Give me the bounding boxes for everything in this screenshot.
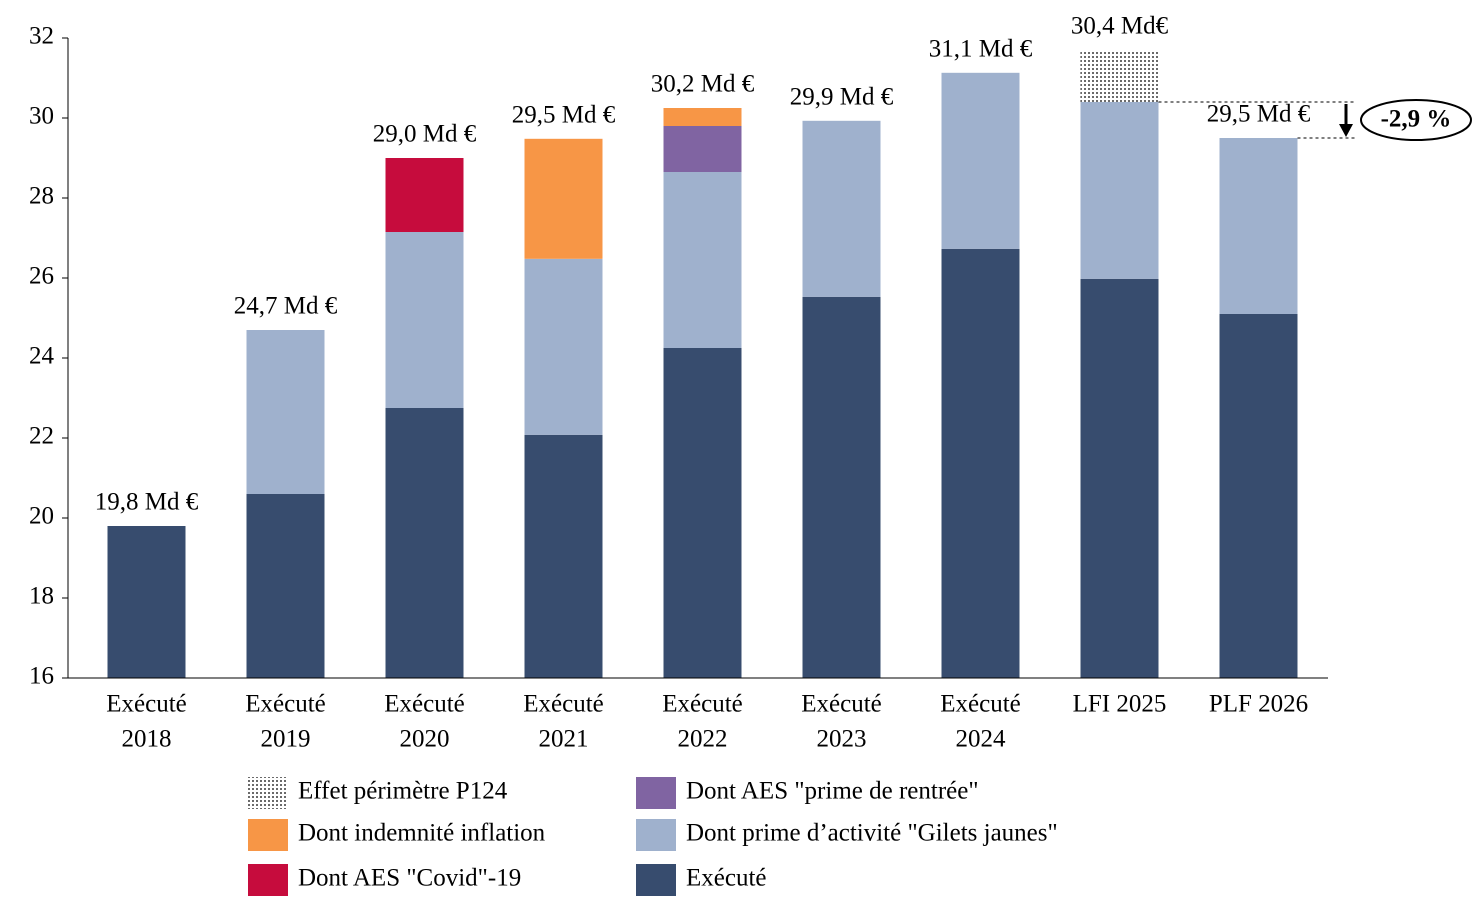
bar-segment bbox=[385, 408, 464, 678]
bar-segment bbox=[524, 258, 603, 435]
x-tick-label: Exécuté bbox=[384, 691, 465, 718]
legend-label: Exécuté bbox=[686, 865, 767, 892]
x-tick-label: Exécuté bbox=[801, 691, 882, 718]
total-label: 29,5 Md € bbox=[1207, 101, 1311, 128]
y-tick-label: 28 bbox=[29, 183, 54, 210]
arrow-head bbox=[1339, 124, 1353, 137]
bar-segment bbox=[1080, 102, 1159, 279]
annotation-ellipse bbox=[1360, 99, 1472, 141]
total-label: 30,4 Md€ bbox=[1071, 13, 1169, 40]
bar-segment bbox=[941, 72, 1020, 249]
bar-segment bbox=[663, 348, 742, 678]
total-label: 31,1 Md € bbox=[929, 36, 1033, 63]
total-label: 24,7 Md € bbox=[234, 293, 338, 320]
x-tick-label: Exécuté bbox=[106, 691, 187, 718]
total-label: 19,8 Md € bbox=[95, 489, 199, 516]
legend-swatch bbox=[636, 819, 676, 851]
bar-segment bbox=[1219, 138, 1298, 314]
x-tick-label: Exécuté bbox=[940, 691, 1021, 718]
bar-segment bbox=[246, 494, 325, 678]
x-tick-label: PLF 2026 bbox=[1209, 691, 1308, 718]
bar-segment bbox=[107, 526, 186, 678]
bar-segment bbox=[663, 126, 742, 172]
legend-label: Effet périmètre P124 bbox=[298, 778, 508, 805]
bar-segment bbox=[385, 232, 464, 408]
y-tick-label: 32 bbox=[29, 23, 54, 50]
legend-swatch bbox=[248, 777, 288, 809]
x-tick-label: 2024 bbox=[956, 726, 1007, 753]
bar-segment bbox=[385, 158, 464, 232]
annotation: -2,9 % bbox=[1381, 106, 1452, 133]
bar-segment bbox=[802, 296, 881, 678]
total-label: 29,5 Md € bbox=[512, 102, 616, 129]
bar-segment bbox=[1080, 278, 1159, 678]
legend-swatch bbox=[248, 819, 288, 851]
bar-segment bbox=[246, 330, 325, 494]
total-label: 30,2 Md € bbox=[651, 71, 755, 98]
x-tick-label: LFI 2025 bbox=[1073, 691, 1167, 718]
x-tick-label: 2022 bbox=[678, 726, 728, 753]
bar-segment bbox=[524, 434, 603, 678]
bar-segment bbox=[802, 120, 881, 297]
x-tick-label: 2023 bbox=[817, 726, 867, 753]
bar-segment bbox=[941, 248, 1020, 679]
y-tick-label: 18 bbox=[29, 583, 54, 610]
legend-swatch bbox=[636, 777, 676, 809]
y-tick-label: 16 bbox=[29, 663, 54, 690]
bar-segment bbox=[1080, 50, 1159, 102]
y-tick-label: 30 bbox=[29, 103, 54, 130]
total-label: 29,9 Md € bbox=[790, 84, 894, 111]
legend-label: Dont AES "Covid"-19 bbox=[298, 865, 521, 892]
x-tick-label: Exécuté bbox=[662, 691, 743, 718]
bar-segment bbox=[663, 108, 742, 126]
legend-label: Dont AES "prime de rentrée" bbox=[686, 778, 979, 805]
x-tick-label: 2021 bbox=[539, 726, 589, 753]
legend-label: Dont indemnité inflation bbox=[298, 820, 546, 847]
legend-label: Dont prime d’activité "Gilets jaunes" bbox=[686, 820, 1058, 847]
x-tick-label: 2020 bbox=[400, 726, 450, 753]
x-tick-label: 2019 bbox=[261, 726, 311, 753]
x-tick-label: 2018 bbox=[122, 726, 172, 753]
total-label: 29,0 Md € bbox=[373, 121, 477, 148]
x-tick-label: Exécuté bbox=[245, 691, 326, 718]
bar-segment bbox=[1219, 314, 1298, 678]
y-tick-label: 22 bbox=[29, 423, 54, 450]
legend-swatch bbox=[248, 864, 288, 896]
bar-segment bbox=[524, 138, 603, 259]
y-tick-label: 26 bbox=[29, 263, 54, 290]
y-tick-label: 20 bbox=[29, 503, 54, 530]
x-tick-label: Exécuté bbox=[523, 691, 604, 718]
legend-swatch bbox=[636, 864, 676, 896]
y-tick-label: 24 bbox=[29, 343, 55, 370]
bar-segment bbox=[663, 172, 742, 348]
